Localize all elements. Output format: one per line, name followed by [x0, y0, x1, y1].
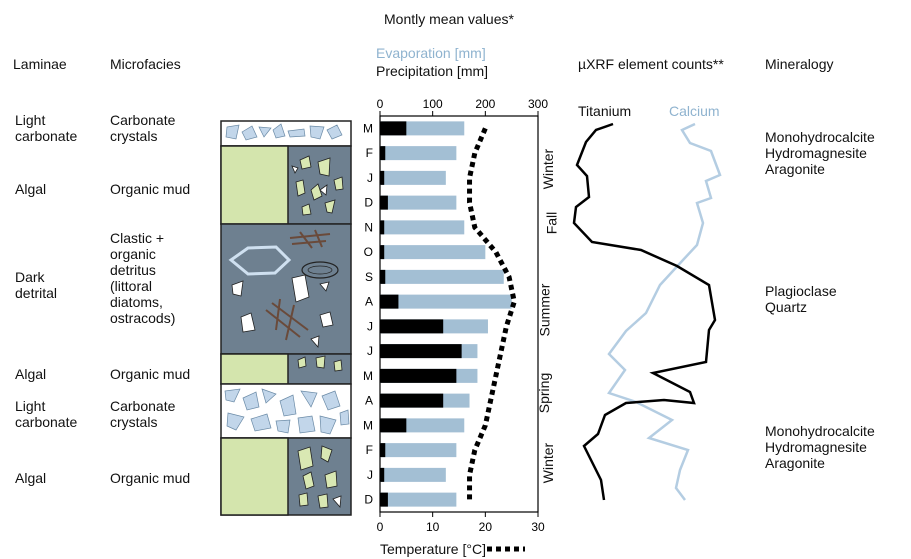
bottom-tick-label: 30	[531, 520, 545, 534]
microfacies-organic-mud: Organic mud	[110, 470, 191, 486]
evaporation-label: Evaporation [mm]	[376, 45, 486, 61]
evaporation-bar	[380, 467, 446, 482]
temperature-label: Temperature [°C]	[380, 541, 486, 557]
mineralogy-carbonates: Monohydrocalcite Hydromagnesite Aragonit…	[765, 423, 875, 471]
month-label: M	[363, 121, 373, 135]
laminae-light-carbonate: Light carbonate	[15, 112, 78, 144]
algal-layer	[220, 145, 289, 225]
month-label: J	[367, 171, 373, 185]
precipitation-bar	[380, 245, 385, 260]
mineralogy-carbonates: Monohydrocalcite Hydromagnesite Aragonit…	[765, 129, 875, 177]
month-label: D	[364, 196, 373, 210]
month-label: D	[364, 493, 373, 507]
ostracod	[301, 261, 339, 279]
xrf-profile	[572, 122, 722, 501]
top-tick-label: 0	[377, 97, 384, 111]
titanium-curve	[572, 122, 717, 501]
evaporation-bar	[380, 245, 486, 260]
algal-layer	[220, 437, 289, 516]
microfacies-header: Microfacies	[110, 56, 181, 72]
microfacies-organic-mud: Organic mud	[110, 181, 191, 197]
month-label: O	[364, 245, 373, 259]
temperature-line	[467, 127, 517, 500]
laminae-algal: Algal	[15, 366, 47, 382]
top-tick-label: 200	[475, 97, 495, 111]
month-label: J	[367, 319, 373, 333]
precipitation-bar	[380, 393, 444, 408]
season-label: Fall	[543, 211, 560, 235]
microfacies-detritus: Clastic + organic detritus (littoral dia…	[110, 230, 176, 326]
xrf-header: µXRF element counts**	[578, 56, 724, 72]
top-tick-label: 100	[423, 97, 443, 111]
mineralogy-detrital: Plagioclase Quartz	[765, 283, 837, 315]
evaporation-bar	[380, 146, 457, 161]
precipitation-bar	[380, 220, 385, 235]
evaporation-bar	[380, 170, 446, 185]
laminae-light-carbonate: Light carbonate	[15, 398, 78, 430]
season-label: Summer	[536, 283, 553, 337]
precipitation-bar	[380, 467, 385, 482]
precipitation-bar	[380, 319, 444, 334]
bottom-tick-label: 20	[479, 520, 493, 534]
month-label: A	[365, 394, 373, 408]
precipitation-bar	[380, 368, 457, 383]
month-label: F	[366, 443, 373, 457]
month-label: A	[365, 295, 373, 309]
calcium-curve	[607, 122, 722, 501]
month-label: M	[363, 369, 373, 383]
microfacies-organic-mud: Organic mud	[110, 366, 191, 382]
evaporation-bar	[380, 492, 457, 507]
evaporation-bar	[380, 220, 465, 235]
precipitation-bar	[380, 269, 386, 284]
evaporation-bar	[380, 269, 504, 284]
evaporation-bar	[380, 443, 457, 458]
precipitation-bar	[380, 170, 385, 185]
precipitation-bar	[380, 418, 407, 433]
precipitation-bar	[380, 121, 407, 136]
evaporation-bar	[380, 195, 457, 210]
month-label: S	[365, 270, 373, 284]
precipitation-bar	[380, 443, 386, 458]
organic-detritus	[265, 229, 331, 341]
month-label: J	[367, 344, 373, 358]
month-label: N	[364, 220, 373, 234]
precipitation-bar	[380, 195, 388, 210]
season-label: Spring	[536, 372, 553, 414]
month-label: M	[363, 418, 373, 432]
algal-layer	[220, 353, 289, 385]
calcium-label: Calcium	[669, 103, 720, 119]
precipitation-bar	[380, 344, 462, 359]
bottom-tick-label: 10	[426, 520, 440, 534]
chart-frame	[379, 115, 539, 513]
microfacies-carbonate: Carbonate crystals	[110, 112, 176, 144]
laminae-header: Laminae	[13, 56, 67, 72]
chart-title: Montly mean values*	[384, 11, 514, 27]
top-tick-label: 300	[528, 97, 548, 111]
microfacies-carbonate: Carbonate crystals	[110, 398, 176, 430]
bottom-tick-label: 0	[377, 520, 384, 534]
laminae-dark-detrital: Dark detrital	[15, 269, 58, 301]
diatom	[228, 245, 292, 276]
season-label: Winter	[540, 148, 557, 190]
month-label: F	[366, 146, 373, 160]
precipitation-bar	[380, 146, 386, 161]
precipitation-bar	[380, 294, 399, 309]
season-label: Winter	[540, 442, 557, 484]
mineralogy-header: Mineralogy	[765, 56, 834, 72]
precipitation-label: Precipitation [mm]	[376, 63, 489, 79]
titanium-label: Titanium	[578, 103, 632, 119]
laminae-algal: Algal	[15, 470, 47, 486]
carbonate-crystals	[225, 123, 343, 141]
sediment-column	[220, 120, 352, 516]
laminae-algal: Algal	[15, 181, 47, 197]
precipitation-bar	[380, 492, 388, 507]
evaporation-bar	[380, 294, 512, 309]
month-label: J	[367, 468, 373, 482]
